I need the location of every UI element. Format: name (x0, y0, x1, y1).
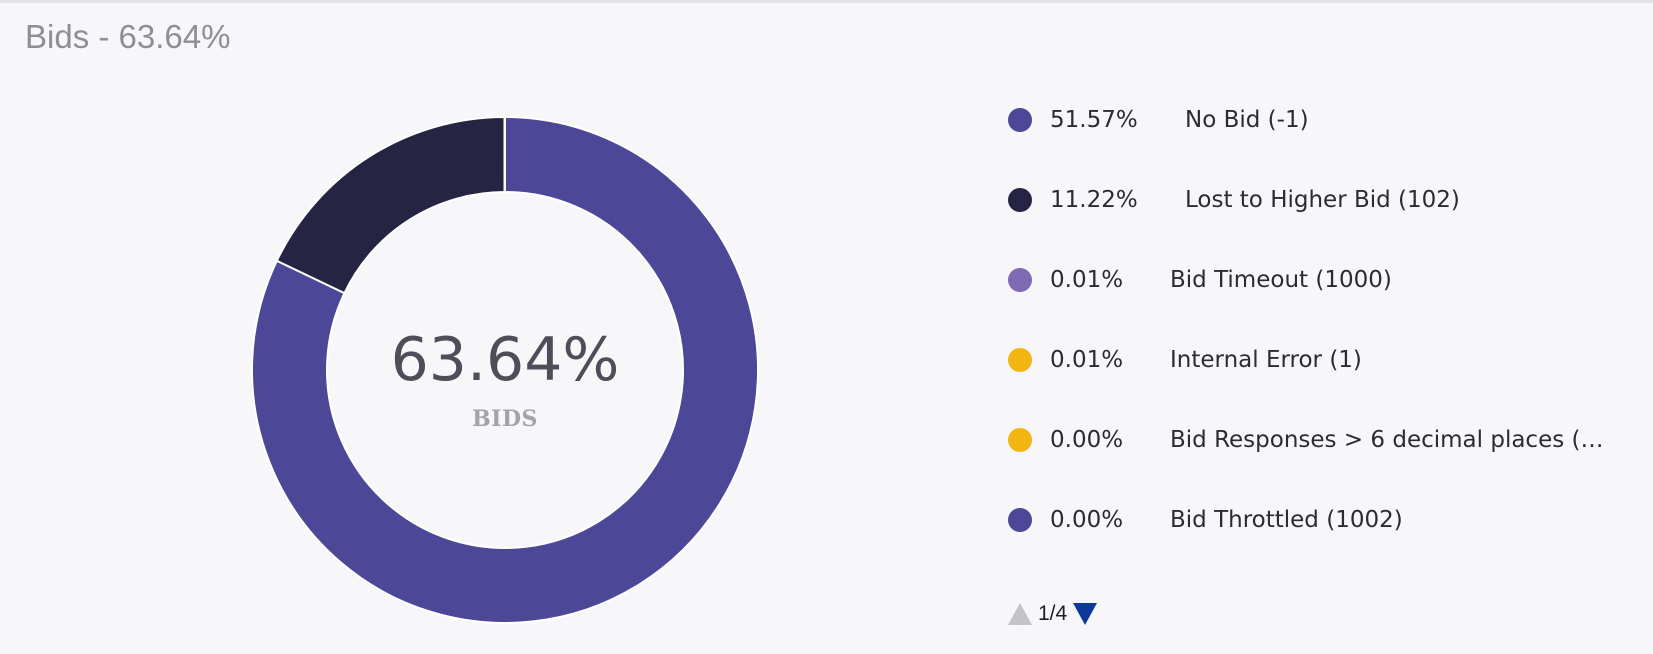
legend-swatch-icon (1008, 268, 1032, 292)
donut-slice-1[interactable] (275, 115, 506, 295)
legend-swatch-icon (1008, 508, 1032, 532)
legend-item[interactable]: 0.01% Bid Timeout (1000) (1008, 260, 1648, 300)
legend-percent: 0.01% (1050, 267, 1124, 293)
legend-swatch-icon (1008, 188, 1032, 212)
legend-pager: 1/4 (1008, 602, 1098, 626)
donut-center-value: 63.64% (390, 325, 620, 395)
pager-page-indicator: 1/4 (1038, 602, 1068, 625)
legend-label: No Bid (-1) (1185, 107, 1309, 133)
donut-center-label: BIDS (472, 406, 538, 432)
legend-label: Bid Throttled (1002) (1170, 507, 1403, 533)
legend-label: Internal Error (1) (1170, 347, 1362, 373)
pager-down-arrow-icon[interactable] (1073, 603, 1098, 625)
legend-item[interactable]: 51.57% No Bid (-1) (1008, 100, 1648, 140)
legend-swatch-icon (1008, 428, 1032, 452)
legend-item[interactable]: 0.00% Bid Responses > 6 decimal places (… (1008, 420, 1648, 460)
legend-percent: 0.00% (1050, 507, 1124, 533)
legend-percent: 11.22% (1050, 187, 1138, 213)
legend-label: Bid Timeout (1000) (1170, 267, 1392, 293)
legend-label: Bid Responses > 6 decimal places (… (1170, 427, 1604, 453)
legend-percent: 0.01% (1050, 347, 1124, 373)
legend-label: Lost to Higher Bid (102) (1185, 187, 1460, 213)
panel-title: Bids - 63.64% (25, 18, 231, 55)
legend-swatch-icon (1008, 108, 1032, 132)
donut-chart (251, 115, 759, 624)
legend-item[interactable]: 0.01% Internal Error (1) (1008, 340, 1648, 380)
legend-percent: 0.00% (1050, 427, 1124, 453)
donut-slice-0[interactable] (251, 115, 759, 624)
pager-up-arrow-icon[interactable] (1008, 603, 1032, 625)
top-divider (0, 0, 1653, 3)
legend-swatch-icon (1008, 348, 1032, 372)
legend-item[interactable]: 11.22% Lost to Higher Bid (102) (1008, 180, 1648, 220)
legend-item[interactable]: 0.00% Bid Throttled (1002) (1008, 500, 1648, 540)
legend-percent: 51.57% (1050, 107, 1138, 133)
